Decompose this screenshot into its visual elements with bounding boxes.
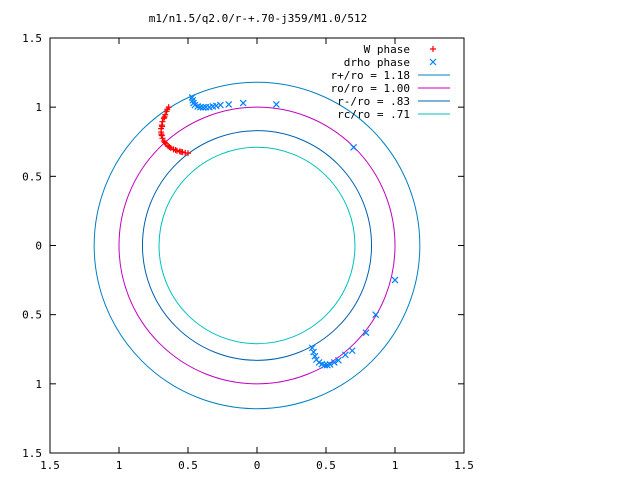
plus-point [159,135,166,142]
x-tick-label: 0.5 [316,459,336,472]
plus-point [178,148,185,155]
legend-label: r-/ro = .83 [337,95,410,108]
legend-label: ro/ro = 1.00 [331,82,410,95]
y-tick-label: 0 [35,240,42,253]
circle-series-group [93,81,421,410]
cross-point [239,99,247,107]
cross-point [199,104,207,111]
cross-point [391,276,399,284]
x-tick-label: 0.5 [178,459,198,472]
x-tick-label: 1.5 [40,459,60,472]
plus-point [164,106,171,113]
plus-point [159,123,166,130]
y-tick-label: 1 [35,378,42,391]
y-tick-label: 1 [35,101,42,114]
plus-point [167,144,174,151]
plus-point [172,147,179,154]
cross-point [348,347,356,355]
point-series-1 [188,94,399,369]
cross-point [350,143,358,151]
cross-point [321,361,329,369]
cross-point [341,351,349,359]
cross-point [334,356,342,364]
cross-point [330,358,338,366]
plus-point [158,131,165,138]
x-tick-label: 0 [254,459,261,472]
cross-point [326,361,334,368]
plus-point [166,144,173,151]
cross-point [196,103,204,111]
plus-point [161,113,168,120]
legend-label: drho phase [344,56,410,69]
point-series-group [158,94,399,369]
cross-point [372,311,380,319]
axes: 1.5 1 0.5 0 0.5 1 1.51.510.500.511.5 [22,32,474,472]
circle-series-3 [118,106,396,385]
legend-swatch-cross [429,58,437,66]
x-tick-label: 1.5 [454,459,474,472]
y-tick-label: 1.5 [22,447,42,460]
y-tick-label: 0.5 [22,309,42,322]
x-tick-label: 1 [116,459,123,472]
circle-series-4 [141,130,373,361]
cross-point [362,329,370,337]
legend-swatch-plus [430,46,436,52]
legend-label: rc/ro = .71 [337,108,410,121]
point-series-0 [158,104,191,157]
cross-point [225,100,233,108]
y-tick-label: 0.5 [22,170,42,183]
plus-point [185,150,191,157]
plus-point [173,147,180,154]
circle-series-2 [93,81,421,410]
x-tick-label: 1 [392,459,399,472]
y-tick-label: 1.5 [22,32,42,45]
chart-title: m1/n1.5/q2.0/r-+.70-j359/M1.0/512 [149,12,368,25]
cross-point [308,344,316,352]
circle-series-5 [158,146,356,345]
plus-point [161,139,168,146]
legend-label: W phase [364,43,410,56]
cross-point [217,101,224,109]
cross-point [310,348,318,356]
cross-point [272,100,280,108]
plus-point [160,115,167,122]
legend-label: r+/ro = 1.18 [331,69,410,82]
